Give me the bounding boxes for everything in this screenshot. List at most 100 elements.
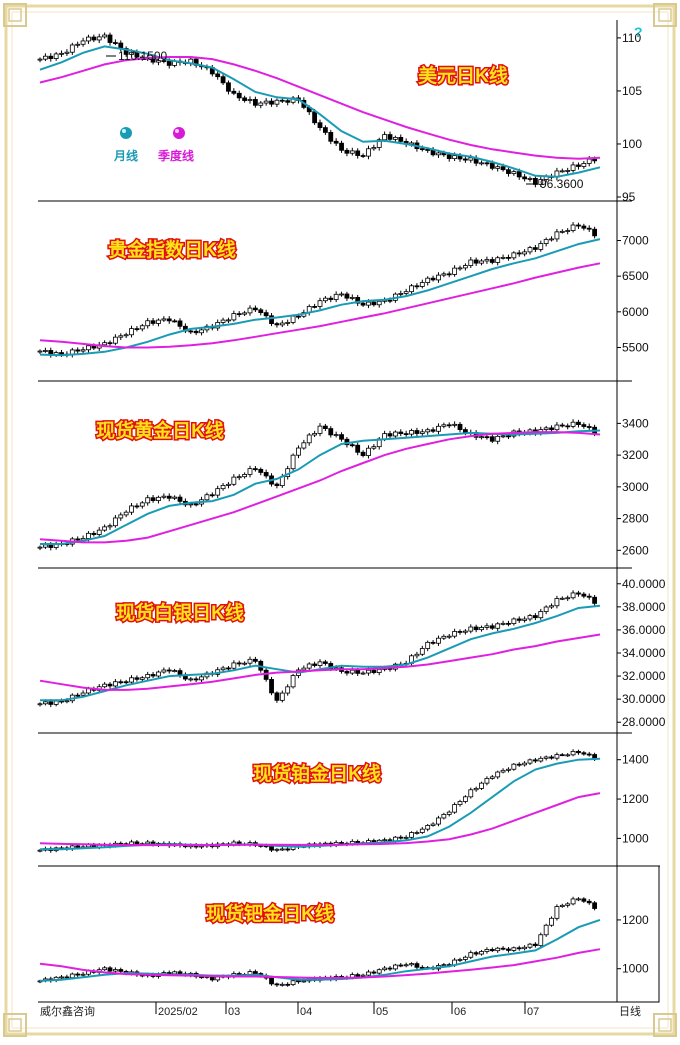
legend-month-label: 月线 [113, 148, 138, 163]
candle-body [468, 157, 474, 161]
y-tick-label: 105 [622, 84, 642, 98]
candle-body [112, 42, 118, 44]
chart-panel: 7000 6500 6000 5500 贵金指数日K线 [37, 222, 649, 358]
candle-body [484, 162, 490, 165]
candle-body [199, 976, 204, 979]
candle-body [506, 435, 511, 438]
candle-body [543, 427, 549, 430]
candle-body [134, 328, 140, 331]
candle-body [484, 259, 490, 262]
candle-body [570, 592, 576, 599]
candle-body [118, 969, 124, 972]
candle-body [549, 756, 554, 759]
candle-body [220, 667, 226, 671]
y-tick-label: 7000 [622, 234, 649, 248]
candle-body [360, 672, 366, 675]
candle-body [156, 671, 161, 677]
candle-body [516, 171, 522, 178]
candle-body [366, 447, 371, 456]
candle-body [166, 318, 172, 322]
candle-body [317, 300, 323, 307]
date-label: 07 [527, 1006, 539, 1018]
candle-body [258, 468, 264, 473]
y-tick-label: 1200 [622, 913, 649, 927]
y-tick-label: 3400 [622, 416, 649, 430]
candle-body [333, 434, 339, 437]
y-tick-label: 110 [622, 31, 641, 45]
candle-body [500, 947, 506, 950]
footer-period: 日线 [619, 1004, 641, 1018]
candle-body [247, 468, 253, 475]
candle-body [274, 848, 280, 851]
candle-body [549, 605, 554, 608]
candle-body [199, 676, 204, 681]
candle-body [296, 980, 301, 983]
candle-body [425, 149, 431, 151]
candle-body [226, 82, 231, 92]
candle-body [242, 662, 248, 665]
candle-body [204, 494, 210, 501]
candle-body [387, 967, 393, 970]
candle-body [586, 426, 592, 428]
candle-body [371, 669, 377, 673]
candle-body [430, 641, 436, 644]
candle-body [489, 776, 495, 779]
candle-body [306, 663, 312, 669]
candle-body [527, 247, 533, 253]
candle-body [317, 661, 323, 666]
candle-body [489, 162, 495, 169]
candle-body [468, 789, 474, 798]
candle-body [285, 983, 291, 986]
candle-body [290, 980, 296, 986]
candle-body [112, 969, 118, 972]
legend-quarter-icon [173, 127, 185, 139]
candle-body [419, 648, 425, 655]
candle-body [576, 164, 581, 167]
candle-body [462, 956, 468, 960]
candle-body [527, 178, 533, 180]
candle-body [112, 681, 118, 687]
candle-body [269, 679, 274, 694]
candle-body [236, 92, 242, 99]
candle-body [166, 669, 172, 672]
candle-body [312, 111, 318, 124]
candle-body [317, 122, 323, 129]
candle-body [123, 48, 129, 55]
ma-month-line [40, 604, 601, 702]
candle-body [522, 946, 528, 950]
candle-body [506, 622, 511, 625]
candle-body [91, 532, 97, 535]
candle-body [193, 678, 199, 681]
candle-body [193, 330, 199, 334]
candle-body [172, 496, 178, 499]
y-tick-label: 36.0000 [622, 623, 666, 637]
candles [37, 222, 598, 358]
candle-body [290, 454, 296, 470]
candle-body [360, 451, 366, 456]
candle-body [570, 750, 576, 756]
candle-body [409, 832, 414, 838]
candle-body [366, 971, 371, 976]
candle-body [328, 663, 334, 670]
ma-month-line [40, 429, 601, 545]
help-icon[interactable]: ? [634, 24, 643, 40]
candle-body [80, 973, 86, 976]
candle-body [172, 320, 178, 323]
candle-body [86, 532, 91, 539]
candle-body [285, 848, 291, 851]
candle-body [468, 259, 474, 266]
candle-body [102, 34, 108, 38]
candle-body [177, 496, 183, 502]
candle-body [166, 495, 172, 499]
candle-body [436, 274, 441, 281]
candle-body [592, 228, 598, 237]
candle-body [145, 674, 151, 679]
candle-body [301, 442, 307, 449]
candle-body [506, 169, 511, 174]
candle-body [511, 171, 517, 174]
candle-body [576, 750, 581, 754]
candle-body [479, 951, 484, 955]
candle-body [48, 544, 54, 548]
candle-body [527, 943, 533, 948]
